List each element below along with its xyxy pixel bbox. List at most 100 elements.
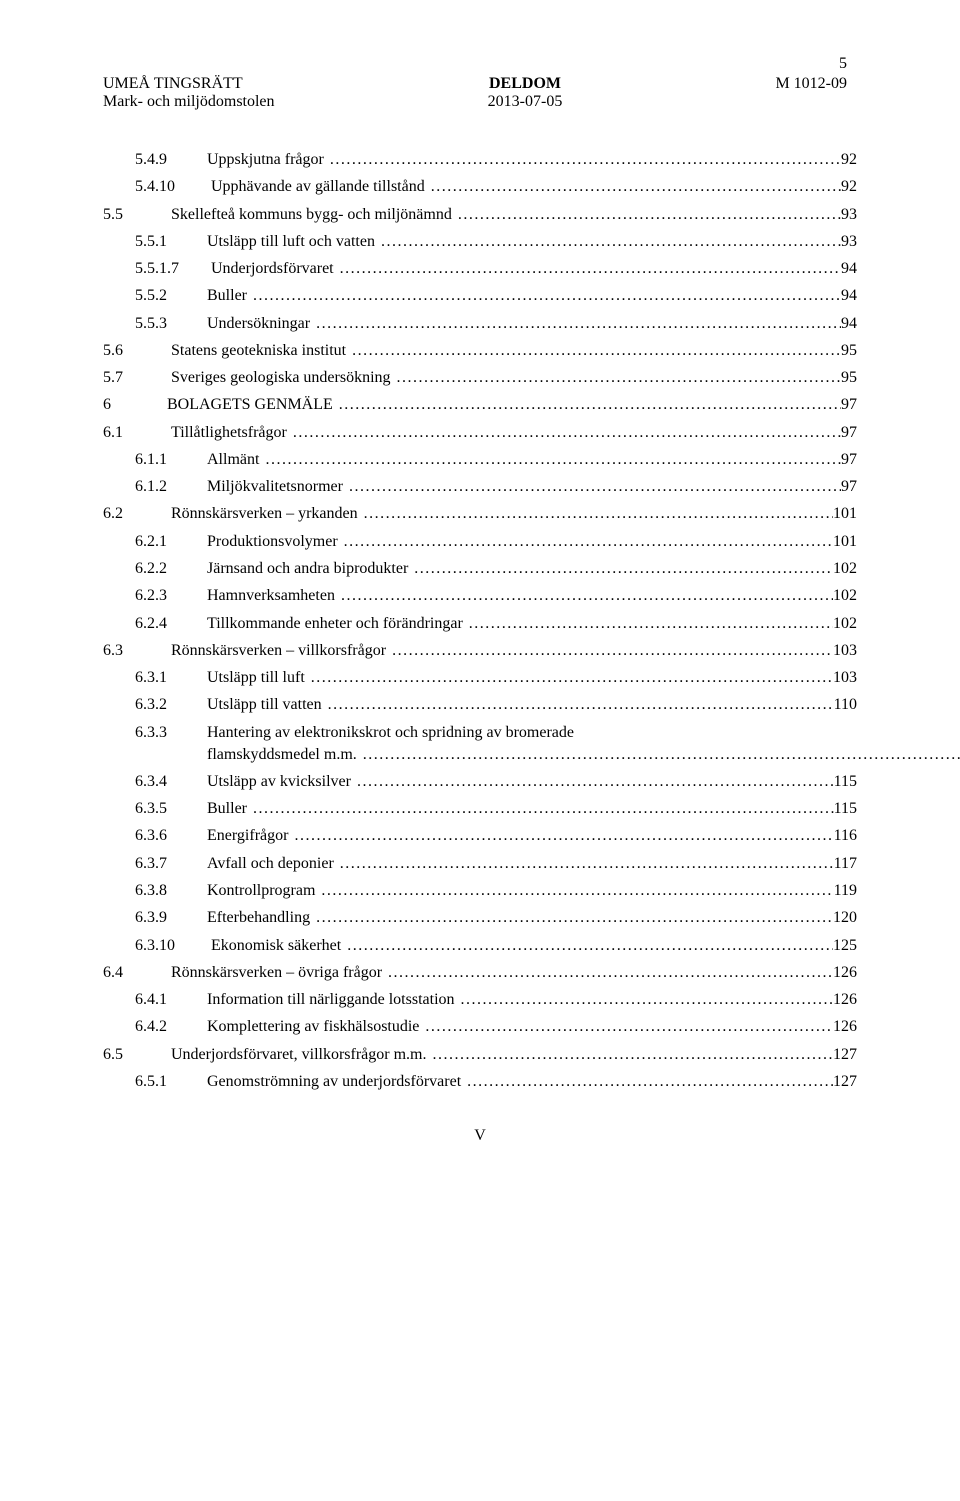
toc-entry: 6.5 Underjordsförvaret, villkorsfrågor m…	[103, 1044, 857, 1066]
toc-leader: ........................................…	[465, 1071, 833, 1093]
toc-entry-title: Uppskjutna frågor	[207, 149, 328, 171]
toc-leader: ........................................…	[456, 204, 841, 226]
toc-entry: 5.4.9 Uppskjutna frågor ................…	[103, 149, 857, 171]
toc-entry: 6.3.1 Utsläpp till luft ................…	[103, 667, 857, 689]
toc-entry-title: BOLAGETS GENMÄLE	[167, 394, 337, 416]
toc-entry-number: 6.4.1	[103, 989, 207, 1011]
toc-entry-number: 5.5.1	[103, 231, 207, 253]
page-number-top: 5	[103, 55, 857, 73]
toc-leader: ........................................…	[328, 149, 841, 171]
toc-entry-number: 6.4	[103, 962, 171, 984]
toc-entry-page: 94	[841, 285, 857, 307]
toc-entry-title: Statens geotekniska institut	[171, 340, 350, 362]
toc-entry-page: 115	[834, 798, 857, 820]
toc-entry-number: 5.5.1.7	[103, 258, 211, 280]
toc-entry-title: Skellefteå kommuns bygg- och miljönämnd	[171, 204, 456, 226]
toc-leader: ........................................…	[361, 744, 960, 766]
toc-leader: ........................................…	[251, 285, 841, 307]
header-left: UMEÅ TINGSRÄTT Mark- och miljödomstolen	[103, 75, 275, 111]
toc-entry-title: Rönnskärsverken – övriga frågor	[171, 962, 386, 984]
toc-leader: ........................................…	[338, 258, 841, 280]
toc-entry: 6.3.10 Ekonomisk säkerhet ..............…	[103, 935, 857, 957]
toc-entry-page: 102	[833, 585, 857, 607]
toc-entry-page: 119	[834, 880, 857, 902]
toc-entry-number: 6.1.1	[103, 449, 207, 471]
toc-entry-number: 6.2.2	[103, 558, 207, 580]
toc-entry-title: Kontrollprogram	[207, 880, 319, 902]
toc-entry: 5.5.2 Buller ...........................…	[103, 285, 857, 307]
toc-entry-page: 94	[841, 258, 857, 280]
toc-leader: ........................................…	[467, 613, 833, 635]
toc-entry: 6.3.8 Kontrollprogram ..................…	[103, 880, 857, 902]
toc-entry-number: 6.3.4	[103, 771, 207, 793]
toc-entry: 6.2.3 Hamnverksamheten .................…	[103, 585, 857, 607]
toc-entry-title: Utsläpp till luft	[207, 667, 309, 689]
document-header: UMEÅ TINGSRÄTT Mark- och miljödomstolen …	[103, 75, 857, 111]
toc-entry-title: Avfall och deponier	[207, 853, 338, 875]
toc-entry-number: 6.3.8	[103, 880, 207, 902]
toc-entry-number: 6.1.2	[103, 476, 207, 498]
toc-entry-title: Information till närliggande lotsstation	[207, 989, 459, 1011]
toc-leader: ........................................…	[379, 231, 841, 253]
toc-entry-number: 6.2	[103, 503, 171, 525]
toc-entry: 6.2.2 Järnsand och andra biprodukter ...…	[103, 558, 857, 580]
toc-entry: 5.5 Skellefteå kommuns bygg- och miljönä…	[103, 204, 857, 226]
toc-entry: 6.3 Rönnskärsverken – villkorsfrågor ...…	[103, 640, 857, 662]
toc-leader: ........................................…	[291, 422, 841, 444]
toc-leader: ........................................…	[362, 503, 833, 525]
toc-entry-number: 6	[103, 394, 167, 416]
toc-entry-title: Efterbehandling	[207, 907, 314, 929]
case-number: M 1012-09	[775, 75, 847, 93]
toc-entry-page: 95	[841, 340, 857, 362]
toc-entry: 6.2.1 Produktionsvolymer ...............…	[103, 531, 857, 553]
toc-entry: 6.5.1 Genomströmning av underjordsförvar…	[103, 1071, 857, 1093]
toc-entry-page: 103	[833, 640, 857, 662]
toc-entry-page: 97	[841, 476, 857, 498]
toc-entry: 5.5.1.7 Underjordsförvaret .............…	[103, 258, 857, 280]
toc-entry-title: Ekonomisk säkerhet	[211, 935, 345, 957]
toc-leader: ........................................…	[459, 989, 833, 1011]
toc-leader: ........................................…	[292, 825, 833, 847]
toc-entry: 6.1 Tillåtlighetsfrågor ................…	[103, 422, 857, 444]
toc-leader: ........................................…	[347, 476, 841, 498]
toc-entry-title: Rönnskärsverken – villkorsfrågor	[171, 640, 390, 662]
toc-entry: 6.3.3 Hantering av elektronikskrot och s…	[103, 722, 857, 766]
toc-entry-title: Hantering av elektronikskrot och spridni…	[207, 724, 574, 741]
toc-leader: ........................................…	[423, 1016, 833, 1038]
toc-leader: ........................................…	[337, 394, 841, 416]
toc-entry-title-line2: flamskyddsmedel m.m.	[207, 744, 361, 766]
toc-entry-page: 115	[834, 771, 857, 793]
toc-entry-page: 110	[834, 694, 857, 716]
toc-entry-number: 6.2.3	[103, 585, 207, 607]
toc-entry-page: 120	[833, 907, 857, 929]
toc-leader: ........................................…	[395, 367, 841, 389]
toc-entry-number: 6.3.6	[103, 825, 207, 847]
toc-entry-title: Järnsand och andra biprodukter	[207, 558, 412, 580]
toc-entry-title: Underjordsförvaret	[211, 258, 338, 280]
toc-entry-title: Komplettering av fiskhälsostudie	[207, 1016, 423, 1038]
toc-entry: 6.4.1 Information till närliggande lotss…	[103, 989, 857, 1011]
toc-entry-page: 117	[834, 853, 857, 875]
toc-leader: ........................................…	[326, 694, 834, 716]
document-date: 2013-07-05	[488, 93, 563, 111]
toc-entry-page: 125	[833, 935, 857, 957]
toc-entry-number: 6.3.9	[103, 907, 207, 929]
toc-entry-number: 5.5.2	[103, 285, 207, 307]
toc-entry-title: Tillåtlighetsfrågor	[171, 422, 291, 444]
toc-entry-title: Energifrågor	[207, 825, 292, 847]
toc-entry-number: 6.3.1	[103, 667, 207, 689]
toc-entry-title: Utsläpp av kvicksilver	[207, 771, 355, 793]
toc-entry-number: 6.3.3	[103, 722, 207, 744]
toc-entry-title: Buller	[207, 285, 251, 307]
toc-entry-page: 103	[833, 667, 857, 689]
toc-entry-title: Allmänt	[207, 449, 263, 471]
toc-leader: ........................................…	[314, 313, 841, 335]
toc-entry-page: 93	[841, 231, 857, 253]
toc-entry-page: 94	[841, 313, 857, 335]
toc-leader: ........................................…	[319, 880, 833, 902]
toc-leader: ........................................…	[263, 449, 841, 471]
toc-entry: 6.1.2 Miljökvalitetsnormer .............…	[103, 476, 857, 498]
toc-entry-title: Utsläpp till luft och vatten	[207, 231, 379, 253]
toc-entry-number: 6.5.1	[103, 1071, 207, 1093]
toc-entry-page: 127	[833, 1044, 857, 1066]
